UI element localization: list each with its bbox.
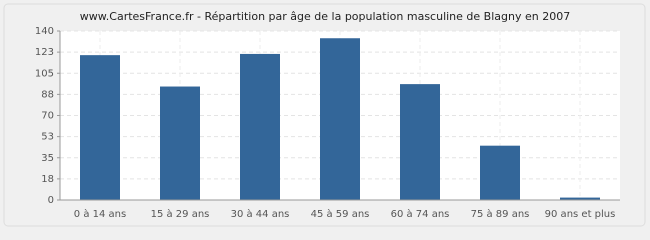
y-tick-label: 105 [35, 68, 54, 79]
x-tick-label: 0 à 14 ans [74, 208, 126, 220]
chart: www.CartesFrance.fr - Répartition par âg… [3, 3, 646, 227]
bar [480, 145, 520, 200]
y-tick-label: 88 [41, 89, 54, 100]
x-tick-label: 90 ans et plus [545, 209, 616, 220]
y-tick-label: 18 [41, 174, 54, 185]
y-tick-label: 123 [35, 47, 54, 58]
y-tick-label: 35 [41, 153, 54, 164]
x-tick-label: 60 à 74 ans [391, 208, 450, 220]
y-tick-label: 0 [48, 195, 54, 206]
bar [160, 86, 200, 200]
x-tick-label: 15 à 29 ans [151, 208, 210, 220]
x-tick-label: 75 à 89 ans [471, 208, 530, 220]
y-tick-label: 70 [41, 111, 54, 122]
bar [320, 38, 360, 200]
y-tick-label: 53 [41, 132, 54, 143]
bar [400, 84, 440, 200]
bar [560, 197, 600, 200]
y-tick-label: 140 [35, 26, 54, 37]
page: {"chart_data": {"type": "bar", "title": … [3, 3, 646, 227]
x-tick-label: 45 à 59 ans [311, 208, 370, 220]
bar [240, 53, 280, 200]
chart-title: www.CartesFrance.fr - Répartition par âg… [80, 10, 570, 23]
x-tick-label: 30 à 44 ans [231, 208, 290, 220]
bar [80, 55, 120, 201]
